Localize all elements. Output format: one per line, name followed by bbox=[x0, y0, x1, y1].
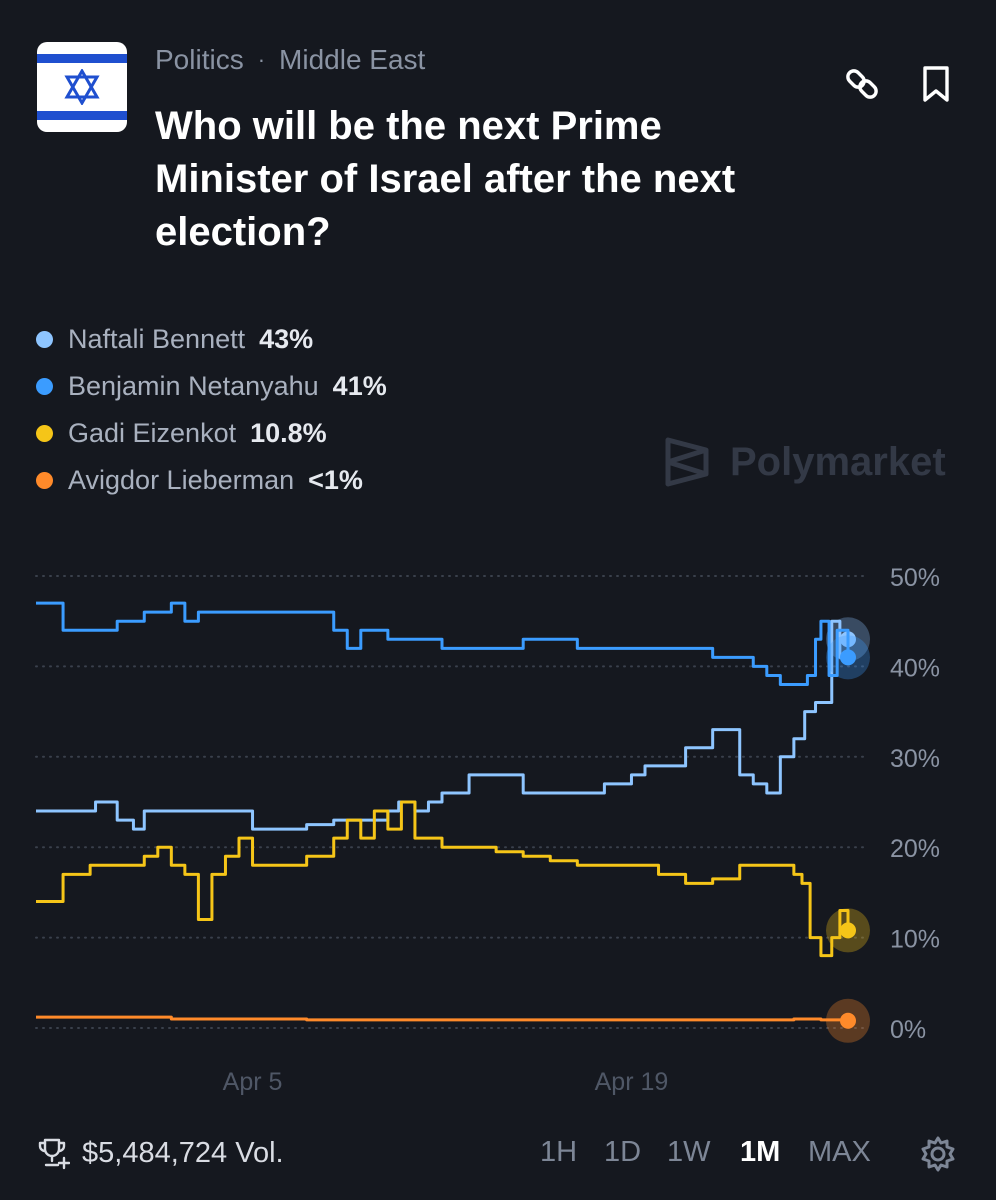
legend-dot bbox=[36, 331, 53, 348]
series-line-avigdor-lieberman bbox=[36, 1015, 850, 1022]
legend-pct: <1% bbox=[308, 465, 363, 495]
legend-name: Naftali Bennett bbox=[68, 324, 246, 354]
series-line-naftali-bennett bbox=[36, 619, 850, 831]
y-tick-label: 20% bbox=[890, 835, 940, 863]
legend-name: Benjamin Netanyahu bbox=[68, 371, 319, 401]
chart-footer: $5,484,724 Vol. 1H 1D 1W 1M MAX bbox=[0, 1130, 996, 1180]
price-chart[interactable]: 50% 40% 30% 20% 10% 0% Apr 5 Apr 19 bbox=[0, 540, 996, 1110]
x-tick-label: Apr 19 bbox=[595, 1068, 669, 1096]
legend-dot bbox=[36, 378, 53, 395]
legend-dot bbox=[36, 425, 53, 442]
volume: $5,484,724 Vol. bbox=[36, 1136, 284, 1170]
volume-label: $5,484,724 Vol. bbox=[82, 1136, 284, 1169]
legend-name: Gadi Eizenkot bbox=[68, 418, 237, 448]
y-tick-label: 0% bbox=[890, 1016, 926, 1044]
breadcrumb-category[interactable]: Politics bbox=[155, 44, 244, 75]
market-title: Who will be the next Prime Minister of I… bbox=[155, 104, 736, 254]
breadcrumb-subcategory[interactable]: Middle East bbox=[279, 44, 426, 75]
range-max-button[interactable]: MAX bbox=[808, 1136, 871, 1168]
legend-pct: 41% bbox=[332, 371, 387, 401]
breadcrumb-separator: · bbox=[257, 47, 266, 72]
y-tick-label: 10% bbox=[890, 926, 940, 954]
series-line-benjamin-netanyahu bbox=[36, 601, 850, 686]
y-tick-label: 40% bbox=[890, 654, 940, 682]
link-icon[interactable] bbox=[842, 64, 882, 104]
y-tick-label: 50% bbox=[890, 564, 940, 592]
series-end-point bbox=[840, 649, 856, 666]
legend-dot bbox=[36, 472, 53, 489]
watermark-text: Polymarket bbox=[730, 439, 946, 484]
legend-pct: 43% bbox=[259, 324, 314, 354]
legend-item-lieberman[interactable]: Avigdor Lieberman <1% bbox=[36, 457, 387, 504]
series-end-point bbox=[840, 1012, 856, 1029]
polymarket-watermark: Polymarket bbox=[664, 436, 946, 488]
legend-item-netanyahu[interactable]: Benjamin Netanyahu 41% bbox=[36, 363, 387, 410]
trophy-icon bbox=[38, 1138, 70, 1170]
legend-pct: 10.8% bbox=[250, 418, 327, 448]
range-1w-button[interactable]: 1W bbox=[667, 1136, 711, 1168]
polymarket-logo-icon bbox=[665, 437, 709, 487]
legend-item-eizenkot[interactable]: Gadi Eizenkot 10.8% bbox=[36, 410, 387, 457]
series-end-point bbox=[840, 922, 856, 939]
breadcrumb: Politics · Middle East bbox=[155, 44, 425, 76]
legend-name: Avigdor Lieberman bbox=[68, 465, 295, 495]
settings-gear-icon[interactable] bbox=[918, 1134, 958, 1174]
range-1d-button[interactable]: 1D bbox=[604, 1136, 642, 1168]
y-tick-label: 30% bbox=[890, 745, 940, 773]
legend-item-bennett[interactable]: Naftali Bennett 43% bbox=[36, 316, 387, 363]
chart-legend: Naftali Bennett 43% Benjamin Netanyahu 4… bbox=[36, 316, 387, 504]
x-tick-label: Apr 5 bbox=[223, 1068, 283, 1096]
range-1h-button[interactable]: 1H bbox=[540, 1136, 578, 1168]
israel-flag-icon bbox=[37, 42, 127, 132]
range-1m-button[interactable]: 1M bbox=[740, 1136, 781, 1168]
bookmark-icon[interactable] bbox=[916, 64, 956, 104]
series-line-gadi-eizenkot bbox=[36, 800, 850, 958]
